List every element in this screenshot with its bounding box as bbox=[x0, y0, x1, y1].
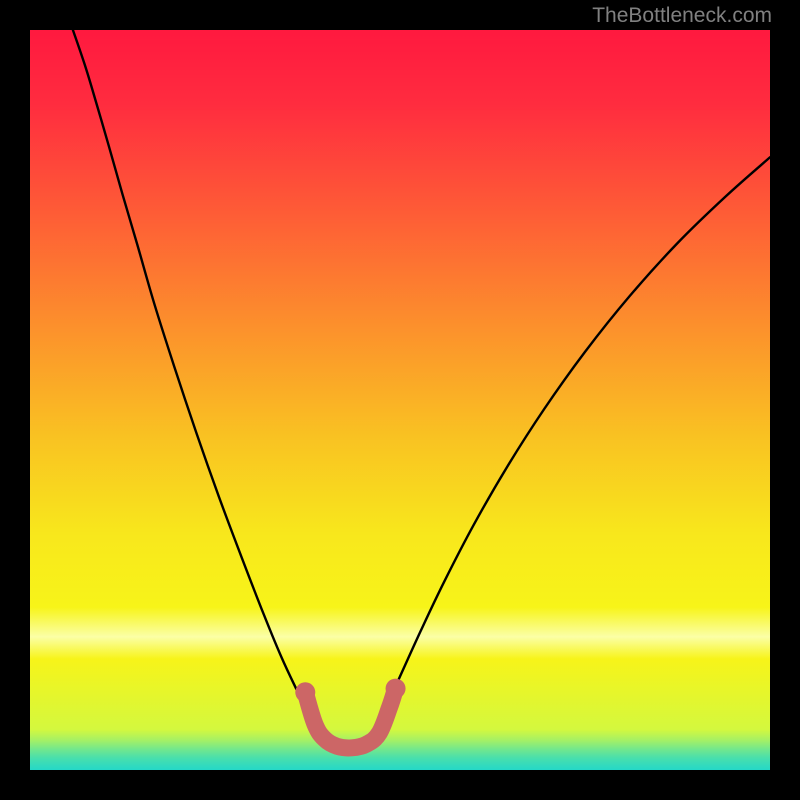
highlight-endcap-right bbox=[386, 679, 406, 699]
watermark-label: TheBottleneck.com bbox=[592, 4, 772, 28]
bottleneck-curve-chart bbox=[0, 0, 800, 800]
chart-stage: TheBottleneck.com bbox=[0, 0, 800, 800]
chart-background bbox=[30, 30, 770, 770]
highlight-endcap-left bbox=[295, 682, 315, 702]
